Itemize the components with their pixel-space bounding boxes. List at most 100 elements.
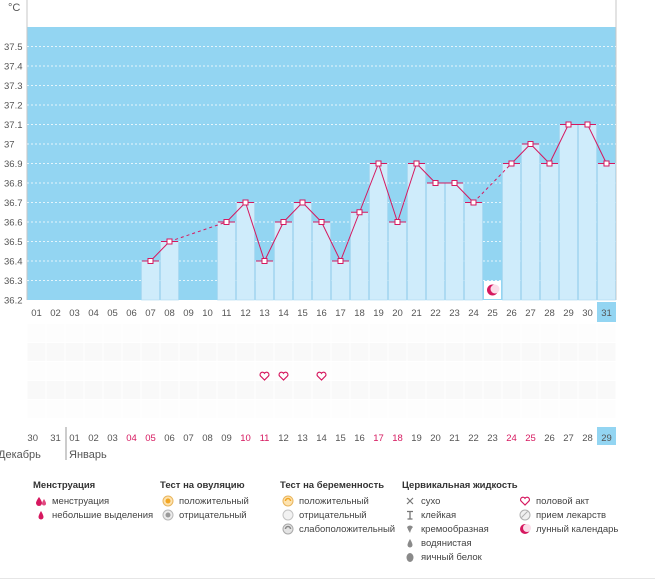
- annotation-cell: [47, 343, 65, 361]
- annotation-cell: [598, 400, 616, 418]
- annotation-cell: [408, 362, 426, 380]
- data-point: [528, 142, 533, 147]
- y-tick-label: 37.3: [4, 81, 23, 92]
- annotation-cell: [85, 381, 103, 399]
- legend-other: половой акт прием лекарств лунный календ…: [517, 494, 618, 536]
- cycle-day-label: 29: [601, 433, 612, 444]
- cycle-day-label: 24: [506, 433, 517, 444]
- annotation-cell: [484, 362, 502, 380]
- menstruation-drops-icon: [33, 495, 49, 507]
- legend-menstruation: Менструация менструация небольшие выделе…: [33, 480, 153, 522]
- annotation-cell: [484, 400, 502, 418]
- x-tick-label: 21: [411, 308, 422, 319]
- month-label-january: Январь: [69, 449, 107, 461]
- x-tick-label: 24: [468, 308, 479, 319]
- annotation-cell: [161, 343, 179, 361]
- annotation-cell: [161, 324, 179, 342]
- annotation-cell: [199, 324, 217, 342]
- cycle-day-label: 26: [544, 433, 555, 444]
- x-tick-label: 20: [392, 308, 403, 319]
- legend-ovulation: Тест на овуляцию положительный отрицател…: [160, 480, 249, 522]
- data-point: [566, 122, 571, 127]
- cycle-day-label: 31: [50, 433, 61, 444]
- x-tick-label: 31: [601, 308, 612, 319]
- annotation-cell: [370, 343, 388, 361]
- annotation-cell: [408, 400, 426, 418]
- annotation-cell: [579, 362, 597, 380]
- annotation-cell: [123, 362, 141, 380]
- x-tick-label: 07: [145, 308, 156, 319]
- cycle-day-label: 18: [392, 433, 403, 444]
- x-tick-label: 18: [354, 308, 365, 319]
- annotation-cell: [275, 381, 293, 399]
- annotation-cell: [85, 362, 103, 380]
- annotation-cell: [560, 381, 578, 399]
- annotation-cell: [47, 381, 65, 399]
- annotation-cell: [161, 381, 179, 399]
- annotation-cell: [389, 381, 407, 399]
- annotation-cell: [218, 362, 236, 380]
- data-point: [167, 239, 172, 244]
- cycle-day-label: 10: [240, 433, 251, 444]
- x-tick-label: 19: [373, 308, 384, 319]
- annotation-cell: [522, 324, 540, 342]
- annotation-cell: [180, 324, 198, 342]
- annotation-cell: [275, 343, 293, 361]
- annotation-cell: [256, 400, 274, 418]
- legend-egg-white-label: яичный белок: [421, 552, 482, 563]
- x-tick-label: 13: [259, 308, 270, 319]
- annotation-cell: [579, 324, 597, 342]
- annotation-cell: [104, 381, 122, 399]
- annotation-cell: [332, 362, 350, 380]
- annotation-cell: [180, 381, 198, 399]
- annotation-cell: [237, 381, 255, 399]
- annotation-cell: [598, 324, 616, 342]
- data-point: [585, 122, 590, 127]
- heart-icon: [517, 495, 533, 507]
- cycle-day-label: 04: [126, 433, 137, 444]
- annotation-cell: [142, 343, 160, 361]
- annotation-cell: [389, 324, 407, 342]
- annotation-cell: [522, 381, 540, 399]
- legend-ovulation-title: Тест на овуляцию: [160, 480, 249, 494]
- annotation-cell: [294, 343, 312, 361]
- data-point: [300, 200, 305, 205]
- divider: [0, 578, 655, 579]
- annotation-cell: [66, 400, 84, 418]
- data-point: [281, 220, 286, 225]
- annotation-cell: [351, 381, 369, 399]
- x-tick-label: 05: [107, 308, 118, 319]
- annotation-cell: [465, 381, 483, 399]
- pregnancy-positive-icon: [280, 495, 296, 507]
- annotation-cell: [123, 381, 141, 399]
- bar: [294, 203, 312, 301]
- annotation-cell: [199, 362, 217, 380]
- annotation-cell: [503, 343, 521, 361]
- dry-cross-icon: [402, 495, 418, 507]
- annotation-cell: [104, 362, 122, 380]
- annotation-cell: [503, 400, 521, 418]
- cycle-day-label: 20: [430, 433, 441, 444]
- cycle-day-label: 22: [468, 433, 479, 444]
- ovulation-positive-icon: [160, 495, 176, 507]
- annotation-cell: [104, 343, 122, 361]
- annotation-cell: [427, 343, 445, 361]
- data-point: [604, 161, 609, 166]
- annotation-cell: [294, 381, 312, 399]
- bar: [560, 125, 578, 301]
- legend-cervical: Цервикальная жидкость сухо клейкая кремо…: [402, 480, 518, 564]
- cycle-day-label: 15: [335, 433, 346, 444]
- cycle-day-label: 12: [278, 433, 289, 444]
- data-point: [262, 259, 267, 264]
- x-tick-label: 06: [126, 308, 137, 319]
- annotation-cell: [408, 381, 426, 399]
- cycle-day-label: 19: [411, 433, 422, 444]
- y-tick-label: 36.4: [4, 257, 23, 268]
- annotation-cell: [503, 362, 521, 380]
- annotation-cell: [104, 324, 122, 342]
- cycle-day-label: 14: [316, 433, 327, 444]
- bar: [579, 125, 597, 301]
- annotation-cell: [446, 324, 464, 342]
- annotation-cell: [256, 343, 274, 361]
- x-tick-label: 08: [164, 308, 175, 319]
